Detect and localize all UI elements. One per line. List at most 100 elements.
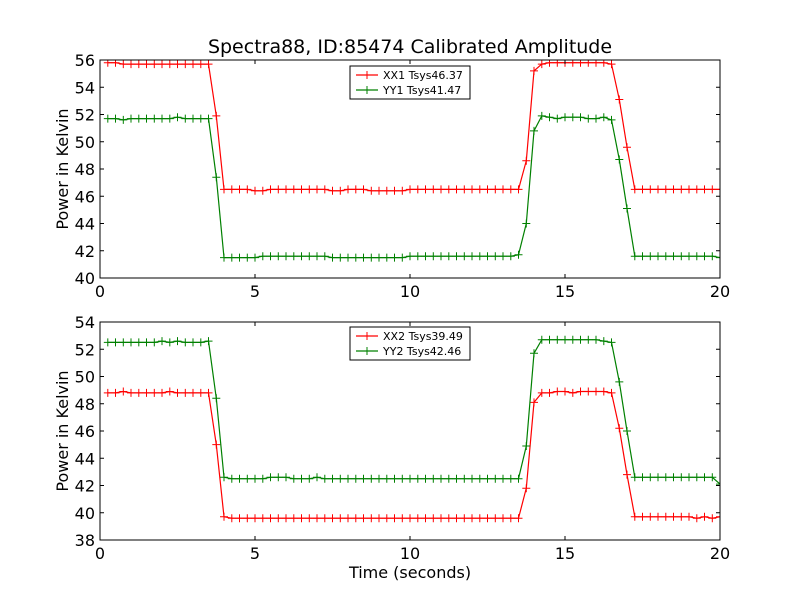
data-point [382,514,391,523]
y-tick-label: 48 [75,395,95,414]
data-point [258,514,267,523]
data-point [692,252,701,261]
data-point [584,335,593,344]
data-point [506,474,515,483]
y-axis-label: Power in Kelvin [53,108,72,229]
data-point [204,114,213,123]
data-point [506,514,515,523]
top-plot: 0 5 10 15 20 40 42 44 46 48 50 52 54 56 Power in Kelvi… [53,51,730,301]
data-point [460,252,469,261]
data-point [413,185,422,194]
y-tick-label: 48 [75,160,95,179]
data-point [305,474,314,483]
data-point [545,388,554,397]
data-point [390,514,399,523]
data-point [289,252,298,261]
legend-label: XX1 Tsys46.37 [383,69,463,82]
data-point [452,185,461,194]
data-point [142,60,151,69]
data-point [351,514,360,523]
y-tick-label: 38 [75,531,95,550]
data-point [553,387,562,396]
data-point [646,473,655,482]
data-point [444,474,453,483]
data-point [181,338,190,347]
data-point [561,387,569,396]
data-point [119,60,128,69]
data-point [351,474,360,483]
data-point [607,60,616,69]
data-point [220,185,228,194]
data-point [491,252,500,261]
data-point [212,173,221,182]
data-point [173,113,182,122]
data-point [669,473,678,482]
data-point [514,250,523,259]
data-point [685,512,693,521]
legend-marker [363,332,371,340]
data-point [336,253,345,262]
data-point [483,252,492,261]
data-point [599,113,608,122]
data-point [127,388,135,397]
data-point [630,512,639,521]
data-point [421,474,430,483]
data-point [390,474,399,483]
data-point [444,185,453,194]
data-point [623,204,631,213]
data-point [227,185,236,194]
x-tick-label: 0 [95,282,105,301]
data-point [204,60,213,69]
x-tick-label: 20 [710,544,730,563]
data-point [336,514,345,523]
data-point [406,474,414,483]
data-point [344,474,352,483]
data-point [491,514,500,523]
data-point [359,474,368,483]
data-point [235,253,244,262]
data-point [189,388,197,397]
data-point [274,473,283,482]
data-point [514,514,523,523]
data-point [165,387,174,396]
data-point [282,252,290,261]
y-tick-label: 40 [75,269,95,288]
data-point [669,185,678,194]
data-point [499,185,507,194]
data-point [677,473,686,482]
data-point [561,113,569,122]
data-point [530,349,538,358]
data-point [258,252,267,261]
data-point [344,185,352,194]
data-point [382,186,391,195]
data-point [638,512,647,521]
data-point [181,114,190,123]
data-point [173,60,182,69]
data-point [150,388,159,397]
data-point [235,185,244,194]
data-point [530,66,538,75]
data-point [297,185,306,194]
data-point [181,60,190,69]
data-point [375,253,383,262]
data-point [266,185,275,194]
data-point [506,252,515,261]
data-point [615,155,624,164]
data-point [592,387,600,396]
data-point [692,185,701,194]
data-point [359,253,368,262]
data-point [429,474,438,483]
data-point [220,253,228,262]
data-point [328,514,337,523]
data-point [258,186,267,195]
data-point [700,252,709,261]
data-point [134,114,143,123]
data-point [716,512,720,521]
data-point [134,388,143,397]
data-point [274,252,283,261]
data-point [258,474,267,483]
data-point [599,337,608,346]
data-point [615,95,624,104]
data-point [677,185,686,194]
y-tick-label: 42 [75,242,95,261]
